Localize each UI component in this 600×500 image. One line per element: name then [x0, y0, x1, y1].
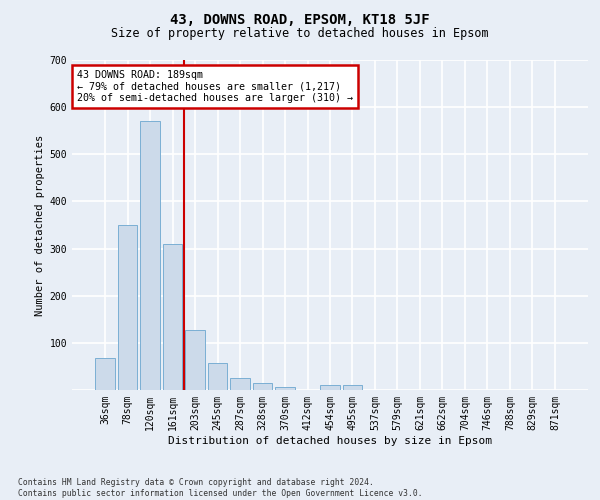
- Bar: [118, 225, 137, 390]
- Bar: [343, 386, 362, 390]
- Bar: [163, 244, 182, 390]
- Bar: [95, 358, 115, 390]
- Text: Contains HM Land Registry data © Crown copyright and database right 2024.
Contai: Contains HM Land Registry data © Crown c…: [18, 478, 422, 498]
- Bar: [275, 386, 295, 390]
- Text: Size of property relative to detached houses in Epsom: Size of property relative to detached ho…: [111, 28, 489, 40]
- Bar: [140, 122, 160, 390]
- Bar: [230, 378, 250, 390]
- Bar: [253, 383, 272, 390]
- Text: 43 DOWNS ROAD: 189sqm
← 79% of detached houses are smaller (1,217)
20% of semi-d: 43 DOWNS ROAD: 189sqm ← 79% of detached …: [77, 70, 353, 103]
- X-axis label: Distribution of detached houses by size in Epsom: Distribution of detached houses by size …: [168, 436, 492, 446]
- Bar: [185, 330, 205, 390]
- Bar: [208, 363, 227, 390]
- Y-axis label: Number of detached properties: Number of detached properties: [35, 134, 46, 316]
- Bar: [320, 386, 340, 390]
- Text: 43, DOWNS ROAD, EPSOM, KT18 5JF: 43, DOWNS ROAD, EPSOM, KT18 5JF: [170, 12, 430, 26]
